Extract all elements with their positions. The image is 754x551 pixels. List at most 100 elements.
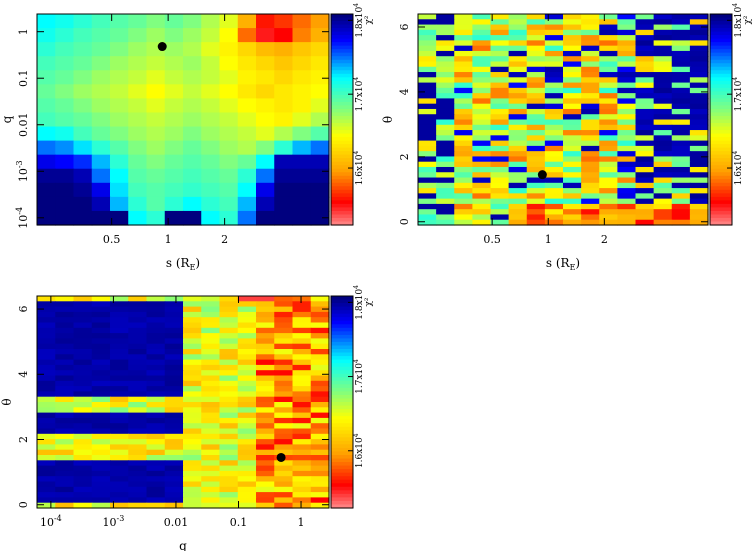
colorbar-segment (331, 193, 353, 198)
colorbar-segment (331, 483, 353, 488)
heatmap-cell (653, 209, 673, 216)
heatmap-cell (146, 322, 166, 329)
heatmap-cell (183, 486, 202, 493)
heatmap-cell (110, 14, 129, 29)
colorbar-segment (331, 352, 353, 357)
heatmap-cell (110, 112, 129, 128)
heatmap-cell (292, 470, 312, 477)
heatmap-cell (164, 465, 184, 472)
heatmap-cell (617, 140, 637, 147)
colorbar-segment (331, 423, 353, 428)
heatmap-cell (128, 112, 148, 128)
colorbar-segment (331, 70, 353, 75)
heatmap-cell (436, 214, 455, 221)
heatmap-cell (146, 391, 166, 398)
heatmap-cell (55, 301, 75, 308)
heatmap-cell (599, 24, 618, 31)
heatmap-cell (617, 35, 637, 41)
heatmap-cell (563, 40, 582, 47)
heatmap-cell (508, 29, 528, 36)
heatmap-cell (418, 140, 437, 147)
heatmap-cell (544, 172, 564, 179)
heatmap-cell (508, 93, 528, 100)
heatmap-cell (472, 93, 492, 100)
heatmap-cell (508, 108, 528, 115)
heatmap-cell (55, 439, 75, 445)
heatmap-cell (454, 108, 473, 115)
heatmap-cell (635, 124, 655, 131)
heatmap-cell (183, 439, 202, 445)
heatmap-cell (91, 343, 111, 350)
heatmap-cell (256, 386, 275, 392)
heatmap-cell (201, 407, 221, 414)
heatmap-cell (310, 460, 330, 467)
heatmap-cell (219, 84, 239, 99)
heatmap-cell (128, 42, 148, 57)
heatmap-cell (128, 375, 148, 382)
heatmap-cell (472, 130, 492, 136)
heatmap-cell (436, 219, 455, 226)
heatmap-cell (292, 311, 312, 318)
heatmap-cell (164, 306, 184, 313)
heatmap-cell (454, 56, 473, 63)
heatmap-cell (599, 177, 618, 184)
heatmap-cell (653, 50, 673, 57)
heatmap-cell (73, 470, 93, 477)
heatmap-cell (183, 497, 202, 504)
heatmap-cell (310, 407, 330, 414)
colorbar-segment (710, 21, 732, 26)
heatmap-cell (110, 386, 129, 392)
heatmap-cell (146, 380, 166, 387)
heatmap-cell (436, 166, 455, 173)
x-tick-label: 1 (165, 233, 172, 246)
heatmap-cell (55, 112, 75, 128)
heatmap-cell (292, 210, 312, 226)
heatmap-cell (164, 492, 184, 498)
heatmap-cell (454, 72, 473, 78)
heatmap-cell (472, 19, 492, 26)
heatmap-cell (563, 19, 582, 26)
heatmap-cell (617, 214, 637, 221)
heatmap-cell (617, 177, 637, 184)
heatmap-cell (183, 296, 202, 302)
colorbar-segment (331, 370, 353, 375)
heatmap-cell (219, 492, 239, 498)
heatmap-cell (274, 423, 294, 430)
heatmap-cell (219, 380, 239, 387)
heatmap-cell (55, 327, 75, 334)
heatmap-cell (91, 465, 111, 472)
heatmap-cell (581, 135, 600, 142)
heatmap-cell (164, 112, 184, 128)
heatmap-cell (237, 497, 257, 504)
heatmap-cell (508, 177, 528, 184)
heatmap-cell (37, 140, 56, 156)
heatmap-cell (37, 98, 56, 114)
y-tick-label: 0 (17, 501, 30, 508)
heatmap-cell (310, 412, 330, 419)
heatmap-cell (274, 168, 294, 184)
heatmap-cell (256, 84, 275, 99)
heatmap-cell (490, 93, 510, 100)
colorbar-segment (710, 56, 732, 61)
heatmap-cell (581, 98, 600, 105)
colorbar-segment (331, 419, 353, 424)
heatmap-cell (128, 492, 148, 498)
colorbar-segment (331, 221, 353, 226)
heatmap-cell (418, 203, 437, 210)
colorbar-segment (331, 476, 353, 481)
heatmap-cell (128, 470, 148, 477)
heatmap-cell (689, 135, 709, 142)
heatmap-cell (164, 322, 184, 329)
heatmap-cell (183, 364, 202, 371)
heatmap-cell (183, 317, 202, 324)
heatmap-cell (128, 301, 148, 308)
heatmap-cell (219, 465, 239, 472)
heatmap-cell (418, 108, 437, 115)
heatmap-cell (671, 66, 691, 73)
heatmap-cell (599, 209, 618, 216)
colorbar-segment (331, 35, 353, 40)
heatmap-cell (146, 370, 166, 377)
heatmap-cell (73, 98, 93, 114)
heatmap-cell (454, 24, 473, 31)
heatmap-cell (689, 188, 709, 194)
